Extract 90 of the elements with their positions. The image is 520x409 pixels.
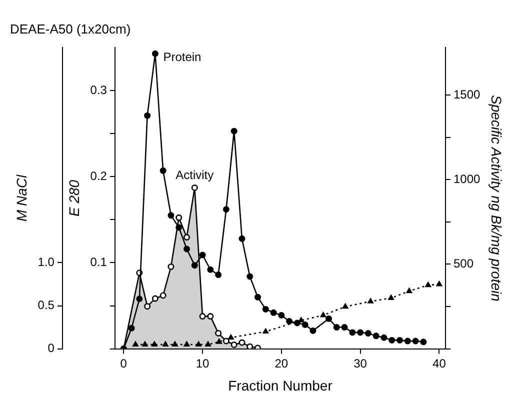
point [388,294,394,300]
point [326,315,332,322]
point [262,306,269,312]
point [216,338,222,344]
point [368,298,374,304]
point [152,341,158,346]
y3-tick-label: 1.0 [38,255,55,270]
point [199,252,206,258]
point [222,206,230,213]
point [302,321,308,328]
point [168,263,174,270]
point [388,336,396,344]
point [341,324,348,331]
point [184,234,190,241]
point [152,295,158,302]
point [396,336,403,344]
point [333,324,340,331]
point [144,112,151,119]
y-tick-label: 0.1 [90,255,108,270]
point [184,246,190,252]
x-axis-title: Fraction Number [228,377,333,394]
point [168,212,174,219]
point [207,313,214,320]
x-tick-label: 20 [274,356,288,370]
point [184,341,190,346]
point [238,339,246,346]
point [320,312,326,318]
point [230,341,238,348]
point [160,292,166,299]
point [420,338,427,346]
y-axis-title: E 280 [66,180,82,216]
x-tick-label: 0 [120,356,128,370]
point [230,128,238,134]
point [222,338,230,344]
point [357,329,364,336]
point [278,312,285,318]
point [176,224,182,231]
point [246,273,254,280]
point [262,328,269,334]
point [238,235,246,242]
point [136,296,143,302]
y3-tick-label: 0.5 [38,298,55,312]
point [207,266,214,273]
point [176,214,182,221]
point [425,282,432,288]
point [270,309,277,316]
point [128,324,135,332]
point [310,327,316,334]
y-tick-label: 0.3 [90,82,108,97]
point [246,343,254,349]
point [172,341,178,346]
point [412,338,419,344]
point [406,288,412,294]
point [380,334,388,341]
point [142,341,148,346]
point [286,318,293,325]
point [152,50,158,57]
series-label: Activity [176,168,214,182]
point [191,184,198,191]
y-tick-label: 0.2 [90,169,108,183]
y3-axis-title: M NaCl [13,174,30,222]
series-label: Protein [163,50,202,64]
point [228,334,234,340]
point [199,313,206,320]
point [349,329,356,336]
y2-tick-label: 500 [454,256,474,271]
point [215,272,222,278]
point [254,294,261,300]
point [196,341,202,346]
y2-axis-title: Specific Activity ng Bk/mg protein [488,94,505,302]
point [372,332,380,340]
point [132,341,138,346]
x-tick-label: 40 [432,356,446,370]
point [191,262,198,269]
point [298,317,304,322]
point [205,341,211,346]
x-tick-label: 10 [196,356,210,370]
y2-tick-label: 1000 [454,172,481,186]
point [144,303,151,310]
point [342,303,348,309]
y3-tick-label: 0 [48,341,55,356]
point [162,341,168,346]
y2-tick-label: 1500 [454,87,481,102]
point [294,320,300,326]
point [160,167,166,174]
chart-title: DEAE-A50 (1x20cm) [10,21,131,36]
point [404,338,411,344]
x-tick-label: 30 [354,356,368,370]
point [364,330,372,337]
point [215,330,222,336]
